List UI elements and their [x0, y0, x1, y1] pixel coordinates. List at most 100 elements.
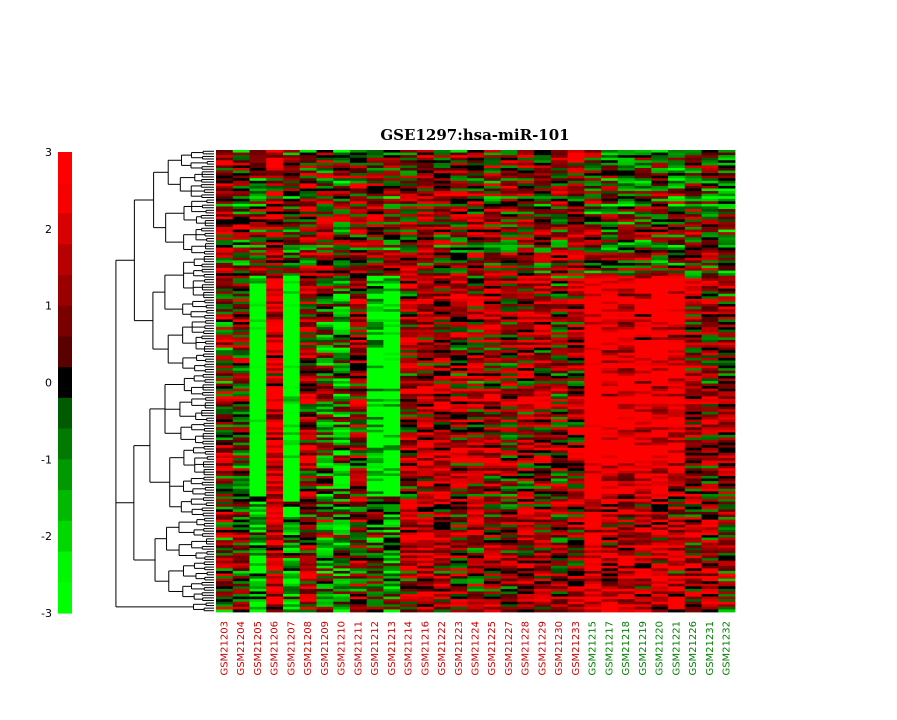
heatmap-cell	[651, 432, 669, 436]
heatmap-cell	[282, 293, 301, 297]
heatmap-cell	[567, 304, 585, 307]
heatmap-cell	[500, 406, 518, 410]
heatmap-cell	[316, 488, 334, 492]
heatmap-cell	[433, 365, 451, 369]
heatmap-cell	[668, 350, 686, 354]
heatmap-cell	[383, 458, 401, 461]
heatmap-cell	[316, 347, 334, 351]
heatmap-cell	[483, 206, 502, 210]
heatmap-cell	[266, 440, 284, 443]
heatmap-cell	[299, 196, 317, 200]
heatmap-cell	[383, 437, 401, 441]
heatmap-cell	[433, 450, 451, 454]
heatmap-cell	[266, 355, 284, 359]
heatmap-cell	[601, 442, 619, 446]
heatmap-cell	[333, 455, 351, 459]
heatmap-cell	[282, 234, 301, 238]
heatmap-cell	[232, 198, 250, 202]
heatmap-cell	[534, 316, 552, 320]
heatmap-cell	[584, 316, 602, 320]
heatmap-cell	[668, 327, 686, 331]
heatmap-cell	[601, 193, 619, 197]
heatmap-cell	[400, 327, 418, 331]
heatmap-cell	[400, 475, 418, 479]
heatmap-cell	[550, 260, 568, 264]
heatmap-cell	[668, 440, 686, 443]
heatmap-cell	[266, 203, 284, 207]
heatmap-cell	[333, 260, 351, 264]
heatmap-cell	[467, 357, 485, 361]
heatmap-cell	[416, 185, 435, 189]
heatmap-cell	[400, 347, 418, 351]
heatmap-cell	[266, 429, 284, 433]
heatmap-cell	[668, 468, 686, 472]
heatmap-cell	[433, 468, 451, 472]
heatmap-cell	[483, 350, 502, 354]
heatmap-cell	[433, 491, 451, 495]
heatmap-cell	[701, 478, 719, 482]
heatmap-cell	[550, 193, 568, 197]
heatmap-cell	[416, 468, 435, 472]
heatmap-cell	[668, 360, 686, 364]
heatmap-cell	[282, 255, 301, 259]
heatmap-cell	[701, 227, 719, 230]
heatmap-cell	[584, 334, 602, 338]
heatmap-cell	[299, 301, 317, 305]
heatmap-cell	[483, 167, 502, 171]
heatmap-cell	[383, 306, 401, 310]
heatmap-cell	[668, 221, 686, 225]
heatmap-cell	[416, 414, 435, 418]
heatmap-cell	[249, 224, 267, 228]
heatmap-cell	[634, 175, 652, 179]
heatmap-cell	[500, 440, 518, 443]
heatmap-cell	[684, 250, 702, 254]
heatmap-cell	[383, 386, 401, 390]
heatmap-cell	[282, 470, 301, 474]
heatmap-cell	[550, 283, 568, 287]
heatmap-cell	[249, 162, 267, 166]
heatmap-cell	[567, 473, 585, 477]
heatmap-cell	[684, 304, 702, 307]
heatmap-cell	[651, 422, 669, 426]
heatmap-cell	[500, 293, 518, 297]
heatmap-cell	[517, 216, 535, 220]
heatmap-cell	[601, 432, 619, 436]
heatmap-cell	[668, 201, 686, 205]
heatmap-cell	[433, 219, 451, 223]
heatmap-cell	[416, 275, 435, 279]
heatmap-cell	[634, 383, 652, 387]
heatmap-cell	[534, 470, 552, 474]
heatmap-cell	[517, 373, 535, 377]
heatmap-cell	[333, 347, 351, 351]
heatmap-cell	[249, 201, 267, 205]
heatmap-cell	[316, 234, 334, 238]
heatmap-cell	[232, 442, 250, 446]
heatmap-cell	[534, 288, 552, 292]
heatmap-cell	[517, 239, 535, 243]
heatmap-cell	[349, 201, 368, 205]
heatmap-cell	[416, 478, 435, 482]
heatmap-cell	[701, 180, 719, 184]
heatmap-cell	[718, 483, 736, 487]
heatmap-cell	[433, 175, 451, 179]
heatmap-cell	[249, 447, 267, 451]
heatmap-cell	[216, 468, 234, 472]
heatmap-cell	[349, 337, 368, 341]
heatmap-cell	[249, 368, 267, 372]
heatmap-cell	[366, 478, 384, 482]
heatmap-cell	[517, 334, 535, 338]
heatmap-cell	[450, 334, 468, 338]
heatmap-cell	[567, 173, 585, 177]
heatmap-cell	[634, 355, 652, 359]
heatmap-cell	[684, 170, 702, 174]
heatmap-cell	[584, 247, 602, 251]
heatmap-cell	[483, 316, 502, 320]
heatmap-cell	[383, 319, 401, 323]
heatmap-cell	[266, 252, 284, 256]
heatmap-cell	[467, 365, 485, 369]
heatmap-cell	[617, 409, 635, 413]
heatmap-cell	[433, 473, 451, 477]
heatmap-cell	[316, 437, 334, 441]
heatmap-cell	[349, 391, 368, 395]
heatmap-cell	[366, 468, 384, 472]
